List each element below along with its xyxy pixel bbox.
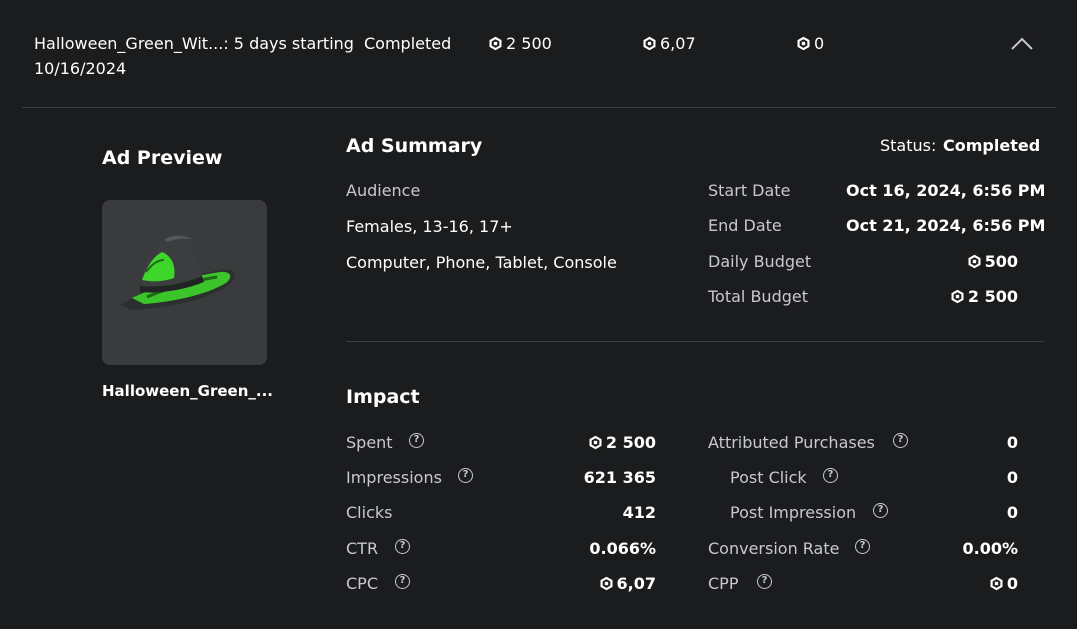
robux-icon (588, 435, 603, 450)
cpp-label: CPP (708, 574, 739, 593)
cpp-amount: 0 (1006, 574, 1018, 593)
end-date-value: Oct 21, 2024, 6:56 PM (846, 216, 1046, 235)
ad-item-name: Halloween_Green_... (102, 382, 273, 400)
chevron-up-icon[interactable] (1010, 36, 1034, 52)
conversion-rate-label: Conversion Rate (708, 539, 840, 558)
clicks-value: 412 (622, 503, 656, 522)
ad-third-value: 0 (814, 34, 825, 53)
clicks-label: Clicks (346, 503, 393, 522)
help-icon[interactable]: ? (409, 433, 424, 448)
help-icon[interactable]: ? (823, 468, 838, 483)
cpc-value: 6,07 (599, 574, 656, 593)
attributed-purchases-label: Attributed Purchases (708, 433, 875, 452)
help-icon[interactable]: ? (855, 539, 870, 554)
end-date-label: End Date (708, 216, 782, 235)
help-icon[interactable]: ? (873, 503, 888, 518)
audience-demographics: Females, 13-16, 17+ (346, 217, 513, 236)
spent-value: 2 500 (588, 433, 656, 452)
ad-status: Completed (364, 34, 452, 53)
ad-cpc: 6,07 (642, 34, 696, 53)
summary-divider (346, 341, 1044, 342)
attributed-purchases-value: 0 (1006, 433, 1018, 452)
audience-label: Audience (346, 181, 421, 200)
start-date-label: Start Date (708, 181, 791, 200)
cpc-amount: 6,07 (616, 574, 656, 593)
post-impression-label: Post Impression (730, 503, 857, 522)
ad-name-line2: 10/16/2024 (34, 59, 127, 78)
total-budget-amount: 2 500 (967, 287, 1018, 306)
ad-summary-heading: Ad Summary (346, 135, 483, 157)
help-icon[interactable]: ? (395, 574, 410, 589)
help-icon[interactable]: ? (893, 433, 908, 448)
daily-budget-value: 500 (967, 252, 1018, 271)
ad-budget-value: 2 500 (506, 34, 552, 53)
status-label: Status: (880, 136, 937, 155)
post-impression-value: 0 (1006, 503, 1018, 522)
cpp-value: 0 (989, 574, 1018, 593)
ad-preview-heading: Ad Preview (102, 147, 223, 169)
ad-thumbnail (102, 200, 267, 365)
total-budget-value: 2 500 (950, 287, 1018, 306)
daily-budget-label: Daily Budget (708, 252, 812, 271)
robux-icon (488, 36, 503, 51)
row-divider (22, 107, 1056, 108)
ad-name-line1: Halloween_Green_Wit...: 5 days starting (34, 34, 354, 53)
start-date-value: Oct 16, 2024, 6:56 PM (846, 181, 1046, 200)
post-click-label: Post Click (730, 468, 807, 487)
impressions-label: Impressions (346, 468, 442, 487)
ctr-value: 0.066% (589, 539, 656, 558)
robux-icon (950, 289, 965, 304)
conversion-rate-value: 0.00% (962, 539, 1018, 558)
spent-label: Spent (346, 433, 393, 452)
post-click-value: 0 (1006, 468, 1018, 487)
robux-icon (796, 36, 811, 51)
robux-icon (642, 36, 657, 51)
robux-icon (989, 576, 1004, 591)
robux-icon (599, 576, 614, 591)
daily-budget-amount: 500 (984, 252, 1018, 271)
witch-hat-image (120, 235, 235, 310)
help-icon[interactable]: ? (757, 574, 772, 589)
ctr-label: CTR (346, 539, 379, 558)
total-budget-label: Total Budget (708, 287, 808, 306)
impact-heading: Impact (346, 386, 420, 408)
audience-devices: Computer, Phone, Tablet, Console (346, 253, 617, 272)
robux-icon (967, 254, 982, 269)
help-icon[interactable]: ? (458, 468, 473, 483)
ad-budget: 2 500 (488, 34, 552, 53)
cpc-label: CPC (346, 574, 378, 593)
status-value: Completed (943, 136, 1041, 155)
help-icon[interactable]: ? (395, 539, 410, 554)
impressions-value: 621 365 (583, 468, 656, 487)
ad-cpc-value: 6,07 (660, 34, 696, 53)
spent-amount: 2 500 (605, 433, 656, 452)
ad-third-metric: 0 (796, 34, 824, 53)
